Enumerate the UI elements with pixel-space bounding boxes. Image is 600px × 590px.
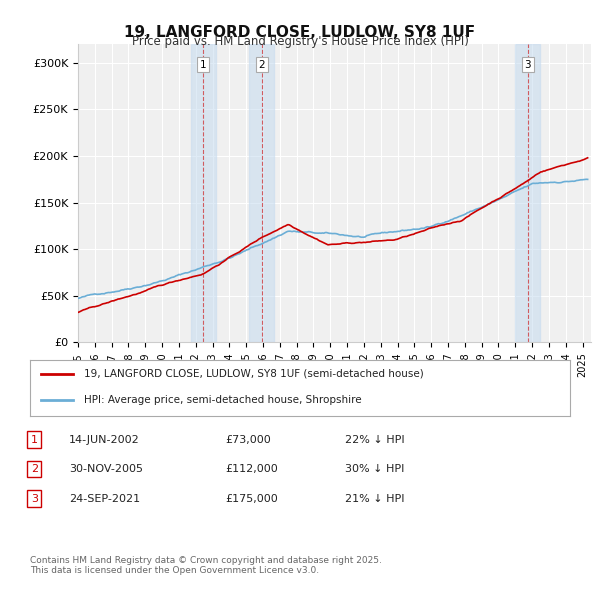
Bar [249, 44, 274, 342]
Text: Price paid vs. HM Land Registry's House Price Index (HPI): Price paid vs. HM Land Registry's House … [131, 35, 469, 48]
Text: 3: 3 [524, 60, 531, 70]
Text: 1: 1 [200, 60, 206, 70]
Text: 30-NOV-2005: 30-NOV-2005 [69, 464, 143, 474]
Text: 21% ↓ HPI: 21% ↓ HPI [345, 494, 404, 503]
Text: £112,000: £112,000 [225, 464, 278, 474]
Bar [515, 44, 540, 342]
Bar [191, 44, 216, 342]
Text: HPI: Average price, semi-detached house, Shropshire: HPI: Average price, semi-detached house,… [84, 395, 362, 405]
Text: Contains HM Land Registry data © Crown copyright and database right 2025.
This d: Contains HM Land Registry data © Crown c… [30, 556, 382, 575]
Text: 19, LANGFORD CLOSE, LUDLOW, SY8 1UF (semi-detached house): 19, LANGFORD CLOSE, LUDLOW, SY8 1UF (sem… [84, 369, 424, 379]
Text: £73,000: £73,000 [225, 435, 271, 444]
Text: 2: 2 [259, 60, 265, 70]
Text: 22% ↓ HPI: 22% ↓ HPI [345, 435, 404, 444]
Text: 3: 3 [31, 494, 38, 503]
Text: 14-JUN-2002: 14-JUN-2002 [69, 435, 140, 444]
Text: 19, LANGFORD CLOSE, LUDLOW, SY8 1UF: 19, LANGFORD CLOSE, LUDLOW, SY8 1UF [124, 25, 476, 40]
Text: 30% ↓ HPI: 30% ↓ HPI [345, 464, 404, 474]
Text: £175,000: £175,000 [225, 494, 278, 503]
Text: 2: 2 [31, 464, 38, 474]
Text: 1: 1 [31, 435, 38, 444]
Text: 24-SEP-2021: 24-SEP-2021 [69, 494, 140, 503]
